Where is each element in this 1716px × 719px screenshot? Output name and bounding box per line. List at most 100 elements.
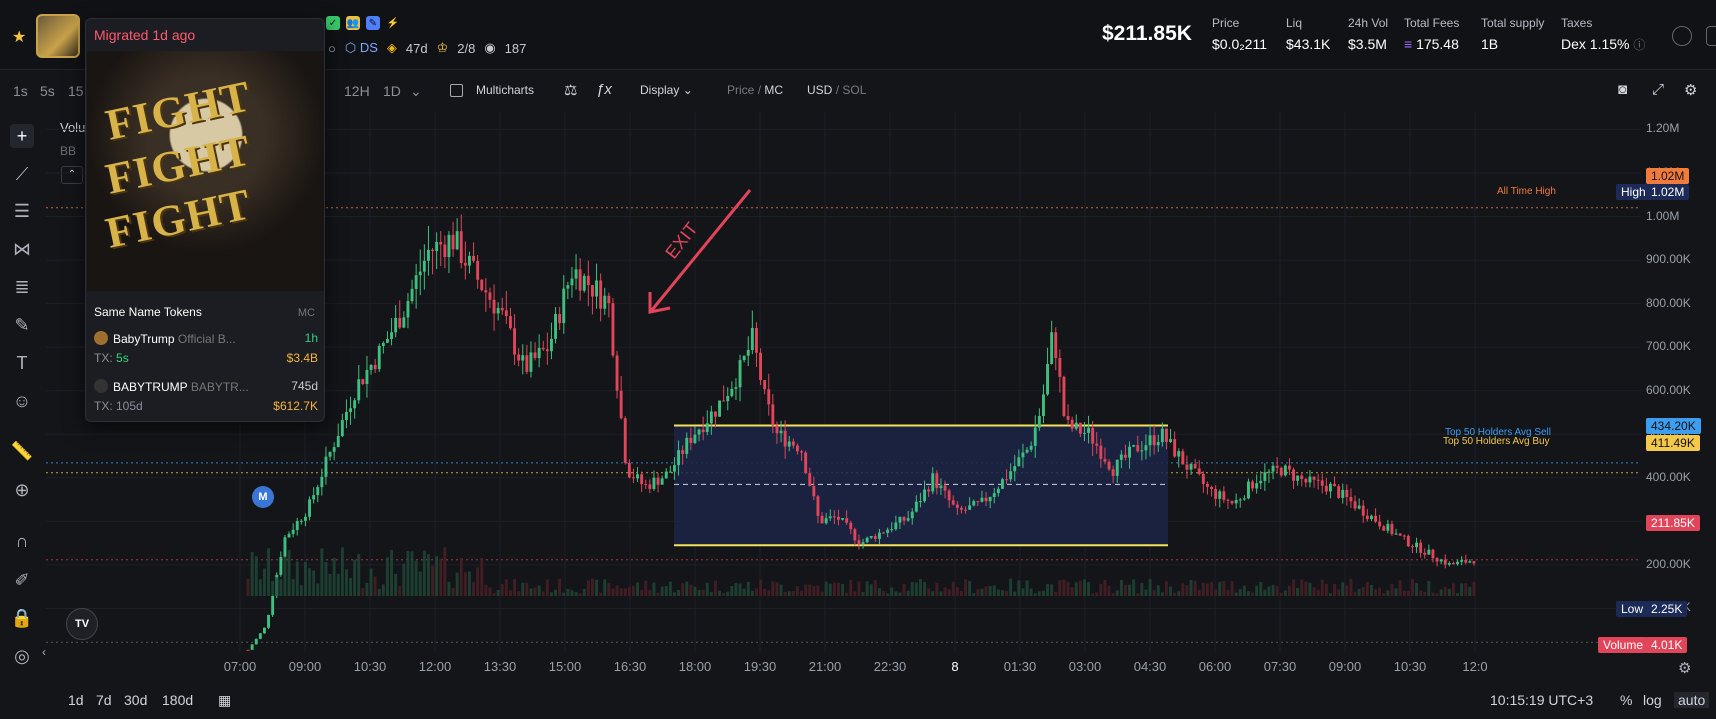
token-avatar[interactable] [36,14,80,58]
volume-bar [1054,591,1058,596]
candles-icon[interactable]: ⚖ [564,82,578,99]
volume-bar [1242,585,1246,596]
candle-body [1247,481,1250,499]
volume-bar [1316,589,1320,596]
range-7d[interactable]: 7d [96,692,112,708]
range-30d[interactable]: 30d [124,692,148,708]
volume-bar [492,593,496,596]
multicharts-label[interactable]: Multicharts [476,83,535,97]
log-toggle[interactable]: log [1643,692,1662,708]
collapse-legend-icon[interactable]: ⌃ [61,166,83,184]
volume-bar [668,581,672,596]
candle-body [1165,428,1168,442]
volume-bar [1345,585,1349,596]
volume-bar [832,582,836,596]
candle-body [246,649,250,651]
candle-body [779,430,783,434]
volume-bar [340,547,344,596]
candle-body [828,516,832,519]
candle-body [1050,332,1054,364]
emoji-icon[interactable]: ☺ [12,391,32,411]
magnet-icon[interactable]: ∩ [15,531,29,551]
candle-body [984,497,988,502]
same-name-token-row[interactable]: BABYTRUMP BABYTR... 745d [94,379,318,394]
candle-body [796,445,799,452]
timeframe-1s[interactable]: 1s [13,83,28,99]
candle-body [459,231,463,263]
percent-toggle[interactable]: % [1620,692,1633,708]
timeframe-1d[interactable]: 1D [383,83,401,99]
candle-body [1267,471,1271,473]
candle-body [357,379,361,401]
usd-sol-toggle[interactable]: USD / SOL [807,83,867,97]
candle-body [890,529,894,531]
multicharts-checkbox[interactable] [450,84,463,97]
indicators-icon[interactable]: ƒx [596,81,612,98]
candle-body [865,537,869,543]
volume-bar [595,579,598,596]
display-dropdown[interactable]: Display ⌄ [640,83,693,97]
ruler-icon[interactable]: 📏 [10,441,34,461]
mc-column-header: MC [297,307,315,319]
timeframe-15[interactable]: 15 [68,83,84,99]
volume-bar [578,593,582,596]
x-axis-label: 09:00 [288,659,322,674]
candle-body [513,328,516,355]
timeframe-12h[interactable]: 12H [344,83,370,99]
timeframe-5s[interactable]: 5s [40,83,55,99]
range-180d[interactable]: 180d [162,692,194,708]
candle-body [529,352,533,372]
trend-line-icon[interactable]: ⟋ [15,164,29,184]
dexscreener-link[interactable]: ⬡ DS [344,40,378,55]
volume-bar [402,563,406,596]
favorite-star-icon[interactable]: ★ [12,29,27,46]
text-icon[interactable]: T [16,353,28,373]
volume-bar [869,584,873,596]
horizontal-lines-icon[interactable]: ☰ [13,201,31,221]
settings-icon[interactable]: ⚙ [1684,82,1698,99]
candle-body [390,332,393,340]
bb-indicator-label[interactable]: BB [60,144,77,158]
volume-indicator-label[interactable]: Volu [60,120,86,135]
volume-bar [845,592,849,596]
candle-body [1251,481,1254,489]
volume-bar [558,578,562,596]
fib-icon[interactable]: ≣ [14,277,30,297]
price-mc-toggle[interactable]: Price / MC [727,83,784,97]
date-range-icon[interactable]: ▦ [218,692,232,708]
fullscreen-icon[interactable]: ⤢ [1652,81,1665,98]
eye-hide-icon[interactable]: ◎ [14,646,30,666]
timeframe-dropdown-icon[interactable]: ⌄ [410,83,422,99]
brush-icon[interactable]: ✎ [14,315,30,335]
window-icon[interactable] [1706,26,1716,46]
volume-bar [1411,579,1414,596]
volume-tag: 4.01K [1646,637,1688,653]
volume-bar [1357,588,1361,596]
candle-body [845,518,849,523]
candle-body [923,489,926,502]
auto-toggle[interactable]: auto [1674,692,1710,708]
volume-bar [304,561,307,596]
crosshair-icon[interactable]: + [10,124,34,148]
alarm-clock-icon[interactable] [1672,26,1692,46]
volume-bar [787,591,791,596]
tradingview-logo[interactable]: TV [66,608,98,640]
camera-icon[interactable]: ◙ [1618,81,1628,98]
volume-bar [504,579,508,596]
volume-bar [673,592,676,596]
collapse-chevron-icon[interactable]: ‹ [42,645,46,659]
zoom-icon[interactable]: ⊕ [14,480,30,500]
same-name-token-row[interactable]: BabyTrump Official B... 1h [94,331,318,346]
volume-bar [611,588,615,596]
migration-marker[interactable]: M [252,486,274,508]
volume-bar [804,584,808,596]
price-chart[interactable]: EXIT [46,112,1646,652]
search-icon[interactable]: ○ [328,40,336,56]
pattern-icon[interactable]: ⋈ [13,239,31,259]
axis-settings-icon[interactable]: ⚙ [1678,660,1692,677]
range-1d[interactable]: 1d [68,692,84,708]
candle-body [386,339,389,343]
candle-body [1320,480,1324,486]
pencil-lock-icon[interactable]: ✐ [14,570,30,590]
lock-icon[interactable]: 🔒 [10,608,34,628]
